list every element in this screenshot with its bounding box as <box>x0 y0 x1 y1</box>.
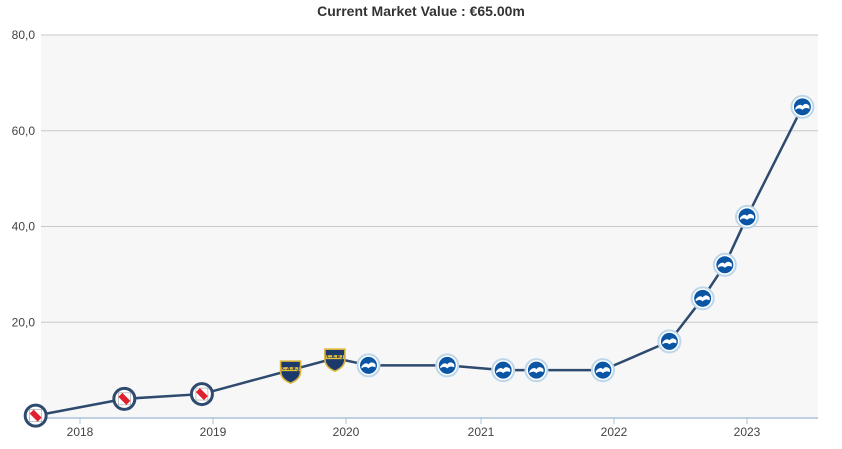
x-tick-label: 2022 <box>601 425 628 439</box>
brighton-crest-icon <box>716 256 734 274</box>
brighton-crest-icon <box>660 332 678 350</box>
data-point[interactable]: C.A.B.J <box>279 360 302 384</box>
data-point[interactable] <box>712 252 737 277</box>
brighton-crest-icon <box>793 98 811 116</box>
svg-text:C.A.B.J: C.A.B.J <box>282 366 299 372</box>
y-tick-label: 60,0 <box>12 124 36 138</box>
data-point[interactable] <box>112 386 137 411</box>
data-point[interactable] <box>790 94 815 119</box>
data-point[interactable]: C.A.B.J <box>324 348 346 373</box>
data-point[interactable] <box>356 353 381 378</box>
brighton-crest-icon <box>738 208 756 226</box>
data-point[interactable] <box>690 286 715 311</box>
y-tick-label: 20,0 <box>12 315 36 329</box>
x-tick-label: 2020 <box>333 425 360 439</box>
data-point[interactable] <box>590 358 615 383</box>
data-point[interactable] <box>435 353 460 378</box>
data-point[interactable] <box>189 382 214 407</box>
river-plate-crest-icon <box>29 409 42 422</box>
x-tick-label: 2023 <box>734 425 761 439</box>
brighton-crest-icon <box>594 361 612 379</box>
x-tick-label: 2018 <box>67 425 94 439</box>
y-tick-label: 40,0 <box>12 220 36 234</box>
data-point[interactable] <box>657 329 682 354</box>
brighton-crest-icon <box>438 356 456 374</box>
brighton-crest-icon <box>360 356 377 374</box>
svg-text:C.A.B.J: C.A.B.J <box>326 354 343 360</box>
brighton-crest-icon <box>694 289 712 307</box>
river-plate-crest-icon <box>118 392 131 406</box>
data-point[interactable] <box>524 358 549 383</box>
x-tick-label: 2021 <box>468 425 495 439</box>
river-plate-crest-icon <box>195 387 209 401</box>
brighton-crest-icon <box>494 361 512 379</box>
data-point[interactable] <box>735 204 759 229</box>
boca-juniors-crest-icon: C.A.B.J <box>279 360 302 384</box>
boca-juniors-crest-icon: C.A.B.J <box>324 348 346 373</box>
data-point[interactable] <box>491 358 516 383</box>
brighton-crest-icon <box>527 361 545 379</box>
y-tick-label: 80,0 <box>12 28 36 42</box>
x-tick-label: 2019 <box>200 425 227 439</box>
chart-title: Current Market Value : €65.00m <box>317 3 525 19</box>
data-point[interactable] <box>23 403 48 428</box>
